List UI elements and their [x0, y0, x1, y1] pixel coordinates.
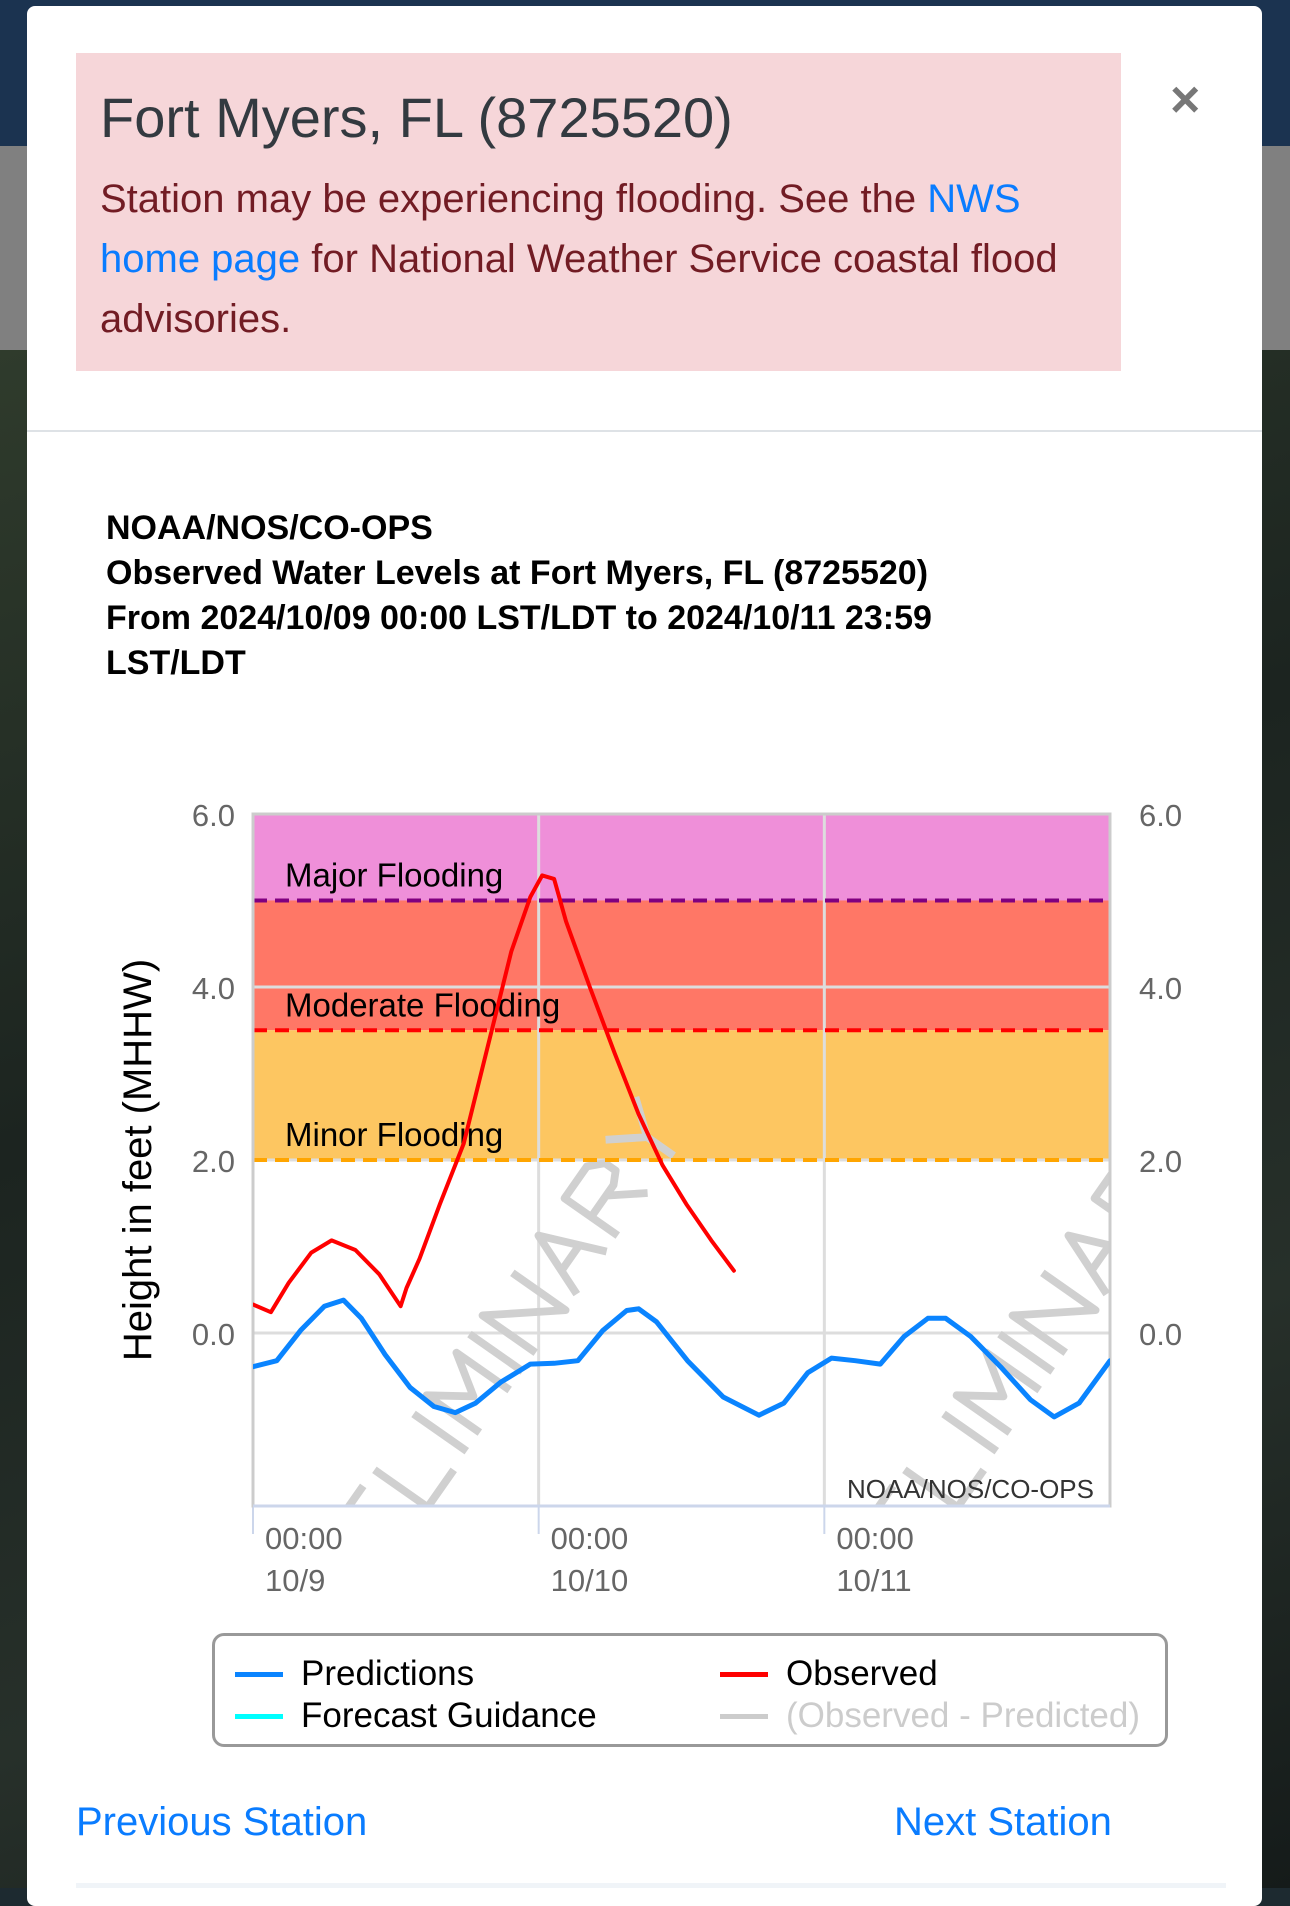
chart-title: NOAA/NOS/CO-OPS Observed Water Levels at…	[106, 506, 1066, 686]
y-tick-label-right: 4.0	[1139, 971, 1182, 1006]
legend-item-observed-minus-predicted[interactable]: (Observed - Predicted)	[720, 1696, 1140, 1736]
x-tick-time: 00:00	[265, 1521, 343, 1556]
preliminary-watermark	[859, 1159, 1110, 1506]
chart-legend: Predictions Forecast Guidance Observed (…	[212, 1633, 1168, 1747]
legend-item-predictions[interactable]: Predictions	[235, 1654, 474, 1694]
y-tick-label-left: 0.0	[192, 1317, 235, 1352]
watermark-letter	[534, 1231, 608, 1297]
legend-label: (Observed - Predicted)	[786, 1696, 1141, 1735]
previous-station-link[interactable]: Previous Station	[76, 1800, 368, 1844]
y-tick-label-right: 0.0	[1139, 1317, 1182, 1352]
y-tick-label-right: 2.0	[1139, 1144, 1182, 1179]
station-title: Fort Myers, FL (8725520)	[100, 86, 733, 149]
watermark-letter	[997, 1330, 1055, 1375]
flood-band	[253, 1030, 1110, 1160]
series-line-observed	[253, 873, 736, 1315]
watermark-letter	[1090, 1159, 1110, 1239]
watermark-letter	[411, 1410, 470, 1455]
watermark-letter	[902, 1466, 987, 1506]
footer-divider	[76, 1883, 1226, 1888]
watermark-letter	[478, 1269, 570, 1356]
divider	[27, 430, 1262, 432]
legend-label: Observed	[786, 1654, 938, 1693]
legend-label: Predictions	[301, 1654, 475, 1693]
series-line-predictions	[253, 1297, 1110, 1420]
x-tick-date: 10/9	[265, 1563, 325, 1598]
flood-alert: Fort Myers, FL (8725520) Station may be …	[76, 53, 1121, 371]
x-tick-time: 00:00	[551, 1521, 629, 1556]
watermark-letter	[372, 1466, 457, 1506]
chart-title-line: NOAA/NOS/CO-OPS	[106, 509, 433, 547]
flood-threshold-label: Major Flooding	[285, 857, 503, 894]
chart-title-line: From 2024/10/09 00:00 LST/LDT to 2024/10…	[106, 599, 932, 637]
legend-swatch	[235, 1713, 283, 1719]
chart-credit: NOAA/NOS/CO-OPS	[847, 1474, 1094, 1504]
watermark-letter	[941, 1410, 1000, 1455]
legend-swatch	[720, 1713, 768, 1719]
flood-band	[253, 814, 1110, 901]
watermark-letter	[1008, 1269, 1100, 1356]
chart-title-line: Observed Water Levels at Fort Myers, FL …	[106, 554, 929, 592]
x-tick-date: 10/10	[551, 1563, 629, 1598]
flood-band	[253, 900, 1110, 1031]
alert-message: Station may be experiencing flooding. Se…	[100, 169, 1100, 349]
watermark-letter	[467, 1330, 525, 1375]
next-station-link[interactable]: Next Station	[894, 1800, 1112, 1844]
chart-title-line: LST/LDT	[106, 644, 246, 682]
watermark-letter	[952, 1348, 1042, 1436]
alert-text-end: for National Weather Service coastal flo…	[100, 237, 1058, 341]
y-tick-label-left: 4.0	[192, 971, 235, 1006]
x-tick-date: 10/11	[836, 1563, 911, 1598]
y-tick-label-left: 2.0	[192, 1144, 235, 1179]
legend-swatch	[720, 1671, 768, 1677]
legend-label: Forecast Guidance	[301, 1696, 597, 1735]
y-axis-label: Height in feet (MHHW)	[116, 959, 160, 1361]
y-tick-label-right: 6.0	[1139, 798, 1182, 833]
alert-text: Station may be experiencing flooding. Se…	[100, 177, 928, 221]
watermark-letter	[560, 1159, 648, 1239]
watermark-letter	[1064, 1231, 1110, 1297]
x-tick-time: 00:00	[836, 1521, 914, 1556]
legend-swatch	[235, 1671, 283, 1677]
close-icon[interactable]: ×	[1170, 71, 1201, 129]
legend-item-observed[interactable]: Observed	[720, 1654, 938, 1694]
nws-home-page-link[interactable]: NWS home page	[100, 177, 1021, 281]
legend-item-forecast-guidance[interactable]: Forecast Guidance	[235, 1696, 597, 1736]
flood-threshold-label: Moderate Flooding	[285, 986, 560, 1023]
y-tick-label-left: 6.0	[192, 798, 235, 833]
